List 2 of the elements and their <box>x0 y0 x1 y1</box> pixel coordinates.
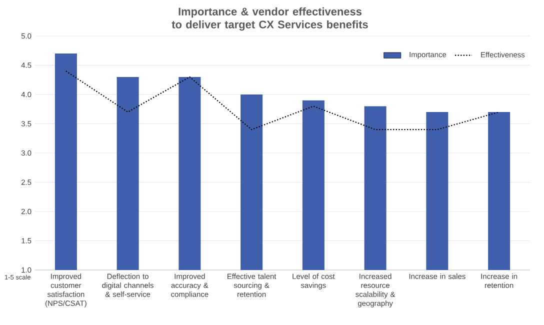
chart-title: Importance & vendor effectiveness to deliver target CX Services benefits <box>172 7 368 31</box>
line-series <box>65 70 500 130</box>
